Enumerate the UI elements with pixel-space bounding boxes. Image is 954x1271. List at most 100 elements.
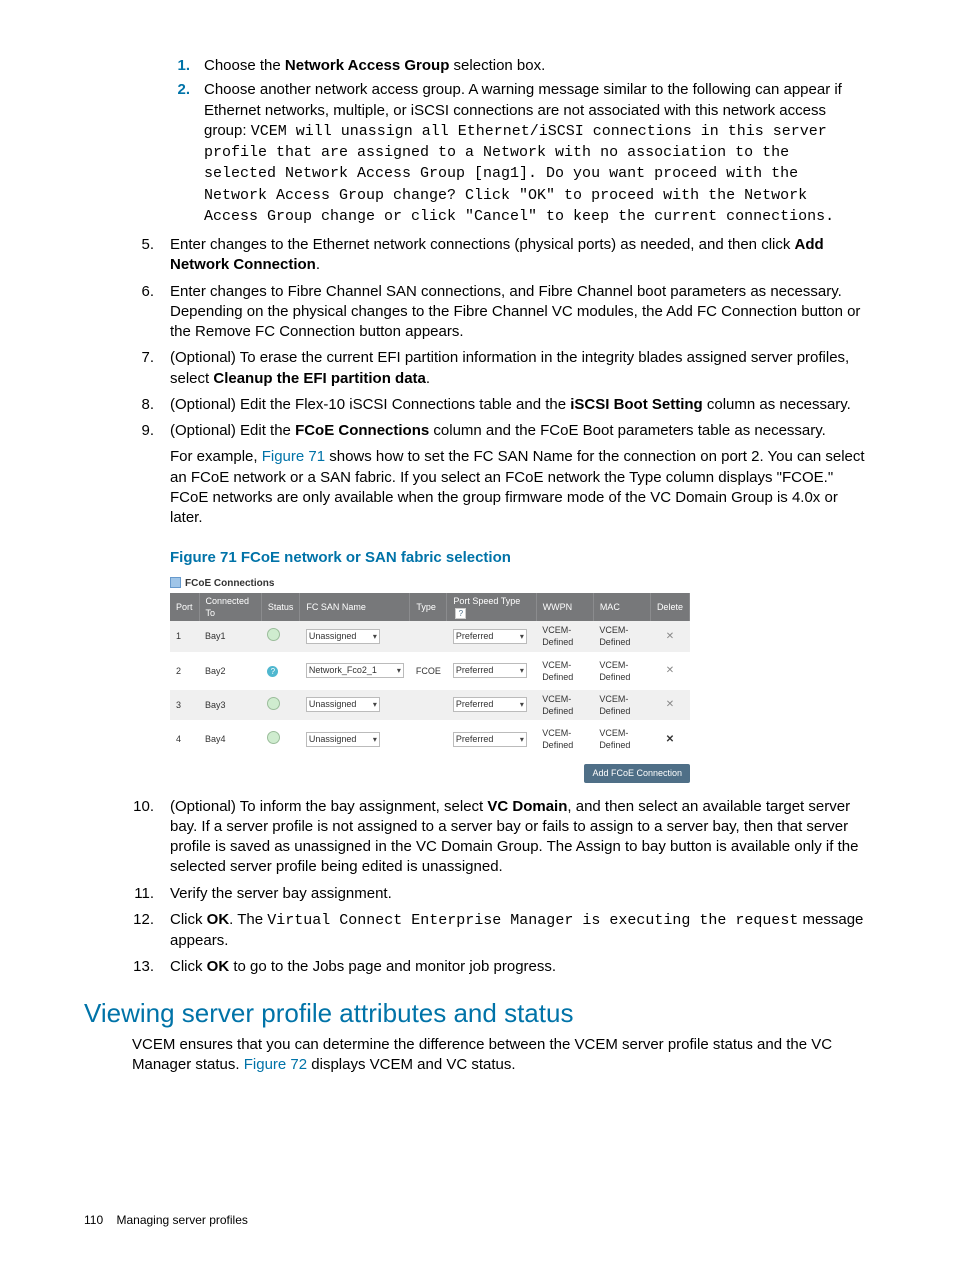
status-ok-icon bbox=[267, 731, 280, 744]
outer-steps-a: 5.Enter changes to the Ethernet network … bbox=[84, 235, 870, 534]
step-body: Choose another network access group. A w… bbox=[204, 80, 870, 227]
status-cell bbox=[261, 722, 300, 756]
step-body: (Optional) To erase the current EFI part… bbox=[170, 348, 870, 389]
outer-step: 8.(Optional) Edit the Flex-10 iSCSI Conn… bbox=[84, 395, 870, 415]
wwpn-cell: VCEM-Defined bbox=[536, 722, 593, 756]
connected-to-cell: Bay4 bbox=[199, 722, 261, 756]
type-cell: FCOE bbox=[410, 654, 447, 688]
mac-cell: VCEM-Defined bbox=[593, 688, 650, 722]
outer-step: 5.Enter changes to the Ethernet network … bbox=[84, 235, 870, 276]
step-body: Verify the server bay assignment. bbox=[170, 884, 870, 904]
table-header: WWPN bbox=[536, 593, 593, 621]
step-body: Enter changes to Fibre Channel SAN conne… bbox=[170, 282, 870, 343]
step-body: (Optional) Edit the Flex-10 iSCSI Connec… bbox=[170, 395, 870, 415]
outer-step: 7.(Optional) To erase the current EFI pa… bbox=[84, 348, 870, 389]
speed-cell: Preferred▾ bbox=[447, 621, 536, 653]
speed-cell: Preferred▾ bbox=[447, 688, 536, 722]
delete-cell: ✕ bbox=[650, 621, 689, 653]
wwpn-cell: VCEM-Defined bbox=[536, 621, 593, 653]
outer-steps-b: 10.(Optional) To inform the bay assignme… bbox=[84, 797, 870, 978]
step-body: (Optional) Edit the FCoE Connections col… bbox=[170, 421, 870, 534]
fcoe-table: PortConnected ToStatusFC SAN NameTypePor… bbox=[170, 593, 690, 758]
speed-select[interactable]: Preferred▾ bbox=[453, 732, 527, 747]
connected-to-cell: Bay1 bbox=[199, 621, 261, 653]
outer-step: 6.Enter changes to Fibre Channel SAN con… bbox=[84, 282, 870, 343]
figure-caption: Figure 71 FCoE network or SAN fabric sel… bbox=[170, 548, 870, 568]
table-header: Status bbox=[261, 593, 300, 621]
connected-to-cell: Bay3 bbox=[199, 688, 261, 722]
san-select[interactable]: Unassigned▾ bbox=[306, 697, 380, 712]
outer-step: 12.Click OK. The Virtual Connect Enterpr… bbox=[84, 910, 870, 952]
step-number: 1. bbox=[154, 56, 204, 76]
step-body: Click OK. The Virtual Connect Enterprise… bbox=[170, 910, 870, 952]
step-number: 5. bbox=[84, 235, 170, 276]
speed-select[interactable]: Preferred▾ bbox=[453, 697, 527, 712]
step-body: Click OK to go to the Jobs page and moni… bbox=[170, 957, 870, 977]
delete-icon: ✕ bbox=[666, 631, 674, 642]
port-cell: 1 bbox=[170, 621, 199, 653]
table-header: Delete bbox=[650, 593, 689, 621]
delete-icon: ✕ bbox=[666, 665, 674, 676]
status-ok-icon bbox=[267, 628, 280, 641]
table-header: MAC bbox=[593, 593, 650, 621]
wwpn-cell: VCEM-Defined bbox=[536, 688, 593, 722]
connected-to-cell: Bay2 bbox=[199, 654, 261, 688]
type-cell bbox=[410, 688, 447, 722]
port-cell: 4 bbox=[170, 722, 199, 756]
step-number: 9. bbox=[84, 421, 170, 534]
port-cell: 3 bbox=[170, 688, 199, 722]
san-name-cell: Unassigned▾ bbox=[300, 621, 410, 653]
delete-cell: ✕ bbox=[650, 654, 689, 688]
section-intro: VCEM ensures that you can determine the … bbox=[132, 1035, 870, 1076]
step-number: 2. bbox=[154, 80, 204, 227]
add-fcoe-button[interactable]: Add FCoE Connection bbox=[584, 764, 690, 782]
outer-step: 10.(Optional) To inform the bay assignme… bbox=[84, 797, 870, 878]
step-number: 10. bbox=[84, 797, 170, 878]
chevron-down-icon: ▾ bbox=[520, 698, 524, 711]
speed-cell: Preferred▾ bbox=[447, 654, 536, 688]
table-header: Port bbox=[170, 593, 199, 621]
chevron-down-icon: ▾ bbox=[397, 664, 401, 677]
delete-cell: ✕ bbox=[650, 688, 689, 722]
status-cell: ? bbox=[261, 654, 300, 688]
inner-steps-list: 1.Choose the Network Access Group select… bbox=[154, 56, 870, 227]
type-cell bbox=[410, 621, 447, 653]
page-number: 110 bbox=[84, 1213, 103, 1227]
table-row: 1Bay1Unassigned▾Preferred▾VCEM-DefinedVC… bbox=[170, 621, 690, 653]
help-icon[interactable]: ? bbox=[455, 608, 466, 619]
step-number: 11. bbox=[84, 884, 170, 904]
step-body: Enter changes to the Ethernet network co… bbox=[170, 235, 870, 276]
section-heading: Viewing server profile attributes and st… bbox=[84, 996, 870, 1031]
table-row: 2Bay2?Network_Fco2_1▾FCOEPreferred▾VCEM-… bbox=[170, 654, 690, 688]
delete-icon[interactable]: ✕ bbox=[666, 734, 674, 745]
chevron-down-icon: ▾ bbox=[520, 630, 524, 643]
delete-cell: ✕ bbox=[650, 722, 689, 756]
step-number: 6. bbox=[84, 282, 170, 343]
type-cell bbox=[410, 722, 447, 756]
speed-select[interactable]: Preferred▾ bbox=[453, 663, 527, 678]
footer-title: Managing server profiles bbox=[116, 1213, 247, 1227]
chevron-down-icon: ▾ bbox=[520, 733, 524, 746]
chevron-down-icon: ▾ bbox=[373, 698, 377, 711]
mac-cell: VCEM-Defined bbox=[593, 722, 650, 756]
table-row: 4Bay4 Unassigned▾ Preferred▾ VCEM-DefinedVC… bbox=[170, 722, 690, 756]
figure-wrap: FCoE Connections PortConnected ToStatusF… bbox=[170, 577, 870, 783]
step-body: Choose the Network Access Group selectio… bbox=[204, 56, 870, 76]
inner-step: 2.Choose another network access group. A… bbox=[154, 80, 870, 227]
step-number: 13. bbox=[84, 957, 170, 977]
san-select[interactable]: Unassigned▾ bbox=[306, 732, 380, 747]
san-name-cell: Unassigned▾ bbox=[300, 722, 410, 756]
outer-step: 11.Verify the server bay assignment. bbox=[84, 884, 870, 904]
status-info-icon: ? bbox=[267, 666, 278, 677]
san-select[interactable]: Network_Fco2_1▾ bbox=[306, 663, 404, 678]
inner-step: 1.Choose the Network Access Group select… bbox=[154, 56, 870, 76]
chevron-down-icon: ▾ bbox=[520, 664, 524, 677]
table-header: Port Speed Type? bbox=[447, 593, 536, 621]
san-select[interactable]: Unassigned▾ bbox=[306, 629, 380, 644]
table-header: FC SAN Name bbox=[300, 593, 410, 621]
wwpn-cell: VCEM-Defined bbox=[536, 654, 593, 688]
outer-step: 13.Click OK to go to the Jobs page and m… bbox=[84, 957, 870, 977]
outer-step: 9.(Optional) Edit the FCoE Connections c… bbox=[84, 421, 870, 534]
speed-select[interactable]: Preferred▾ bbox=[453, 629, 527, 644]
status-cell bbox=[261, 621, 300, 653]
